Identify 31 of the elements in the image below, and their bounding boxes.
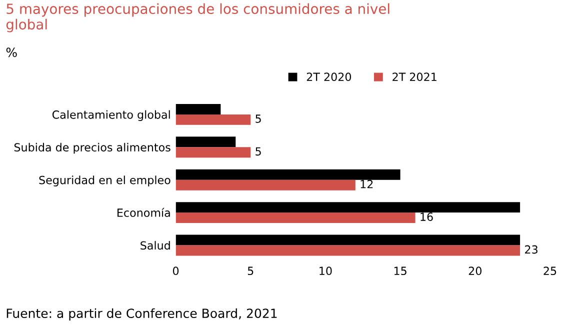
x-tick-label: 20	[468, 266, 482, 276]
bar	[176, 202, 520, 213]
text: %	[6, 48, 17, 58]
bar	[176, 245, 520, 256]
legend-label: 2T 2020	[306, 72, 352, 82]
legend-label: 2T 2021	[392, 72, 436, 82]
data-label: 12	[360, 180, 373, 188]
data-label: 5	[256, 147, 261, 156]
bar	[176, 147, 251, 158]
x-tick-label: 25	[544, 266, 556, 276]
bar	[176, 180, 356, 190]
y-tick-label: Economía	[118, 208, 170, 217]
bar	[176, 136, 236, 148]
bar	[176, 169, 400, 180]
data-label: 5	[256, 114, 261, 123]
bar	[176, 114, 251, 125]
data-label: 23	[525, 245, 538, 254]
x-tick-label: 10	[320, 266, 332, 276]
y-tick-label: Calentamiento global	[52, 110, 170, 121]
source-note: Fuente: a partir de Conference Board, 2021	[6, 308, 277, 320]
chart-title: 5 mayores preocupaciones de los consumidores a nivel global	[6, 3, 390, 32]
y-tick-label: Seguridad en el empleo	[39, 176, 170, 186]
bar	[176, 104, 221, 114]
bar	[176, 234, 520, 246]
data-label: 16	[420, 212, 433, 222]
y-tick-label: Subida de precios alimentos	[14, 142, 170, 154]
y-tick-label: Salud	[140, 241, 170, 250]
x-tick-label: 5	[248, 266, 254, 276]
x-tick-label: 0	[172, 266, 179, 276]
x-tick-label: 15	[394, 266, 406, 276]
bar	[176, 212, 416, 224]
